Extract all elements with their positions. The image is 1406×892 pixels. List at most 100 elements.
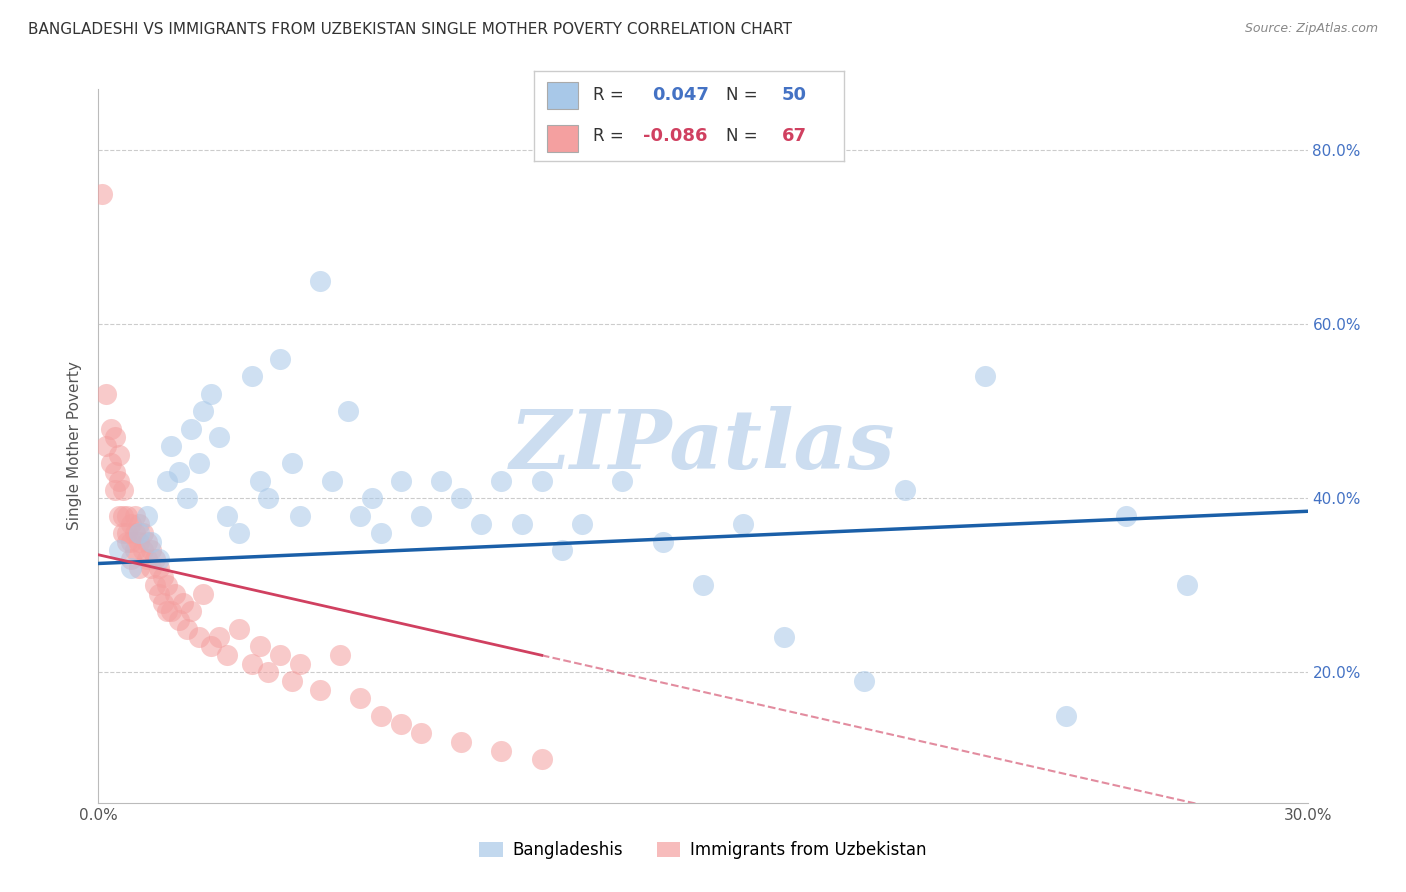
- Point: [188, 631, 211, 645]
- Point: [128, 526, 150, 541]
- Point: [139, 543, 162, 558]
- Point: [337, 404, 360, 418]
- Point: [1175, 578, 1198, 592]
- Point: [167, 465, 190, 479]
- Point: [115, 508, 138, 523]
- Point: [1115, 508, 1137, 523]
- Point: [409, 726, 432, 740]
- Point: [143, 552, 166, 566]
- Point: [135, 508, 157, 523]
- Point: [772, 631, 794, 645]
- Point: [128, 517, 150, 532]
- Point: [389, 717, 412, 731]
- Text: 50: 50: [782, 87, 807, 104]
- Point: [139, 534, 162, 549]
- Point: [100, 421, 122, 435]
- Point: [156, 578, 179, 592]
- Point: [111, 508, 134, 523]
- Point: [281, 457, 304, 471]
- Point: [530, 752, 553, 766]
- Point: [228, 526, 250, 541]
- Point: [163, 587, 186, 601]
- Point: [974, 369, 997, 384]
- Point: [103, 483, 125, 497]
- Point: [612, 474, 634, 488]
- Point: [217, 508, 239, 523]
- Point: [269, 648, 291, 662]
- Point: [132, 543, 155, 558]
- Text: 0.047: 0.047: [652, 87, 709, 104]
- Point: [309, 274, 332, 288]
- Text: R =: R =: [593, 128, 628, 145]
- Point: [208, 631, 231, 645]
- Point: [176, 491, 198, 506]
- Point: [853, 673, 876, 688]
- Point: [309, 682, 332, 697]
- Point: [103, 465, 125, 479]
- Point: [180, 421, 202, 435]
- Point: [135, 534, 157, 549]
- Point: [1054, 708, 1077, 723]
- Point: [128, 534, 150, 549]
- Point: [349, 691, 371, 706]
- Point: [124, 508, 146, 523]
- Point: [148, 552, 170, 566]
- Point: [651, 534, 673, 549]
- Point: [228, 622, 250, 636]
- Point: [128, 561, 150, 575]
- Point: [148, 561, 170, 575]
- Point: [143, 578, 166, 592]
- Point: [120, 517, 142, 532]
- Point: [470, 517, 492, 532]
- Point: [733, 517, 755, 532]
- Point: [152, 596, 174, 610]
- Text: 67: 67: [782, 128, 807, 145]
- Point: [107, 474, 129, 488]
- Point: [692, 578, 714, 592]
- Point: [180, 604, 202, 618]
- Text: N =: N =: [725, 128, 763, 145]
- Point: [124, 526, 146, 541]
- Point: [160, 439, 183, 453]
- Point: [491, 474, 513, 488]
- Point: [200, 639, 222, 653]
- Point: [167, 613, 190, 627]
- Point: [96, 439, 118, 453]
- Point: [139, 561, 162, 575]
- Point: [370, 526, 392, 541]
- Point: [551, 543, 574, 558]
- Point: [430, 474, 453, 488]
- Point: [571, 517, 593, 532]
- Point: [329, 648, 352, 662]
- Point: [103, 430, 125, 444]
- Point: [120, 561, 142, 575]
- Point: [200, 386, 222, 401]
- Text: N =: N =: [725, 87, 763, 104]
- Point: [217, 648, 239, 662]
- Point: [193, 404, 215, 418]
- Point: [208, 430, 231, 444]
- Point: [249, 474, 271, 488]
- Text: -0.086: -0.086: [643, 128, 707, 145]
- Point: [193, 587, 215, 601]
- Point: [530, 474, 553, 488]
- Point: [107, 448, 129, 462]
- Text: BANGLADESHI VS IMMIGRANTS FROM UZBEKISTAN SINGLE MOTHER POVERTY CORRELATION CHAR: BANGLADESHI VS IMMIGRANTS FROM UZBEKISTA…: [28, 22, 792, 37]
- Point: [124, 543, 146, 558]
- Point: [115, 534, 138, 549]
- Text: ZIPatlas: ZIPatlas: [510, 406, 896, 486]
- Point: [156, 474, 179, 488]
- Point: [115, 526, 138, 541]
- Point: [132, 526, 155, 541]
- Point: [361, 491, 384, 506]
- Point: [156, 604, 179, 618]
- Point: [281, 673, 304, 688]
- Point: [135, 552, 157, 566]
- Point: [249, 639, 271, 653]
- Point: [510, 517, 533, 532]
- Point: [288, 657, 311, 671]
- Y-axis label: Single Mother Poverty: Single Mother Poverty: [67, 361, 83, 531]
- Point: [152, 569, 174, 583]
- Text: Source: ZipAtlas.com: Source: ZipAtlas.com: [1244, 22, 1378, 36]
- FancyBboxPatch shape: [547, 125, 578, 152]
